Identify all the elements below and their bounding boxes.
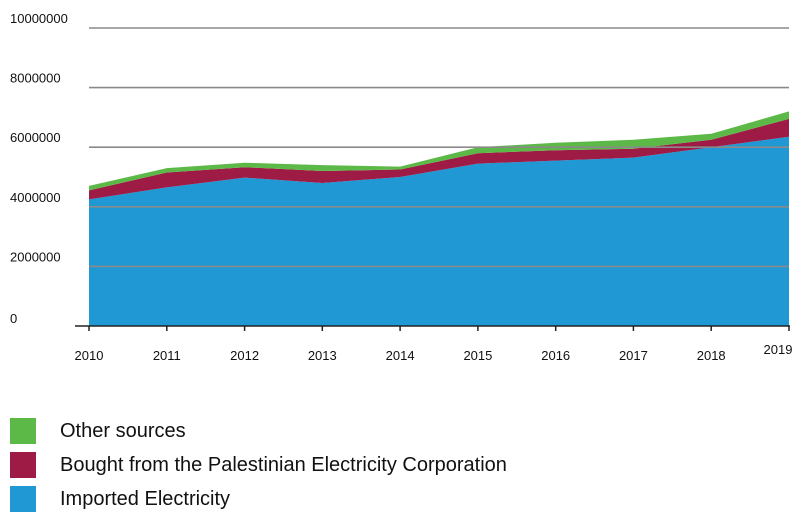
x-tick-label-2015: 2015: [463, 348, 492, 363]
y-tick-label-0: 0: [10, 311, 17, 326]
x-tick-label-2018: 2018: [697, 348, 726, 363]
x-tick-label-2013: 2013: [308, 348, 337, 363]
legend-label-imported-electricity: Imported Electricity: [60, 487, 231, 510]
x-tick-label-2017: 2017: [619, 348, 648, 363]
chart-legend: Other sources Bought from the Palestinia…: [10, 414, 790, 516]
legend-item-other-sources: Other sources: [10, 414, 790, 448]
x-tick-label-2014: 2014: [386, 348, 415, 363]
chart-plot: 0 2000000 4000000 6000000 8000000 10000000 201…: [10, 11, 793, 363]
x-tick-label-2010: 2010: [75, 348, 104, 363]
legend-label-other-sources: Other sources: [60, 419, 186, 442]
legend-swatch-palestinian-electricity-corporation: [10, 452, 36, 478]
legend-label-palestinian-electricity-corporation: Bought from the Palestinian Electricity …: [60, 453, 507, 476]
y-tick-label-6000000: 6000000: [10, 130, 61, 145]
y-tick-label-8000000: 8000000: [10, 71, 61, 86]
legend-item-palestinian-electricity-corporation: Bought from the Palestinian Electricity …: [10, 448, 790, 482]
legend-item-imported-electricity: Imported Electricity: [10, 482, 790, 516]
x-tick-label-2016: 2016: [541, 348, 570, 363]
y-tick-label-4000000: 4000000: [10, 190, 61, 205]
legend-swatch-other-sources: [10, 418, 36, 444]
x-tick-label-2019: 2019: [764, 342, 793, 357]
y-tick-label-10000000: 10000000: [10, 11, 68, 26]
legend-swatch-imported-electricity: [10, 486, 36, 512]
x-tick-label-2011: 2011: [153, 348, 181, 363]
x-tick-label-2012: 2012: [230, 348, 259, 363]
y-tick-label-2000000: 2000000: [10, 249, 61, 264]
area-series-imported-electricity: [89, 136, 789, 326]
